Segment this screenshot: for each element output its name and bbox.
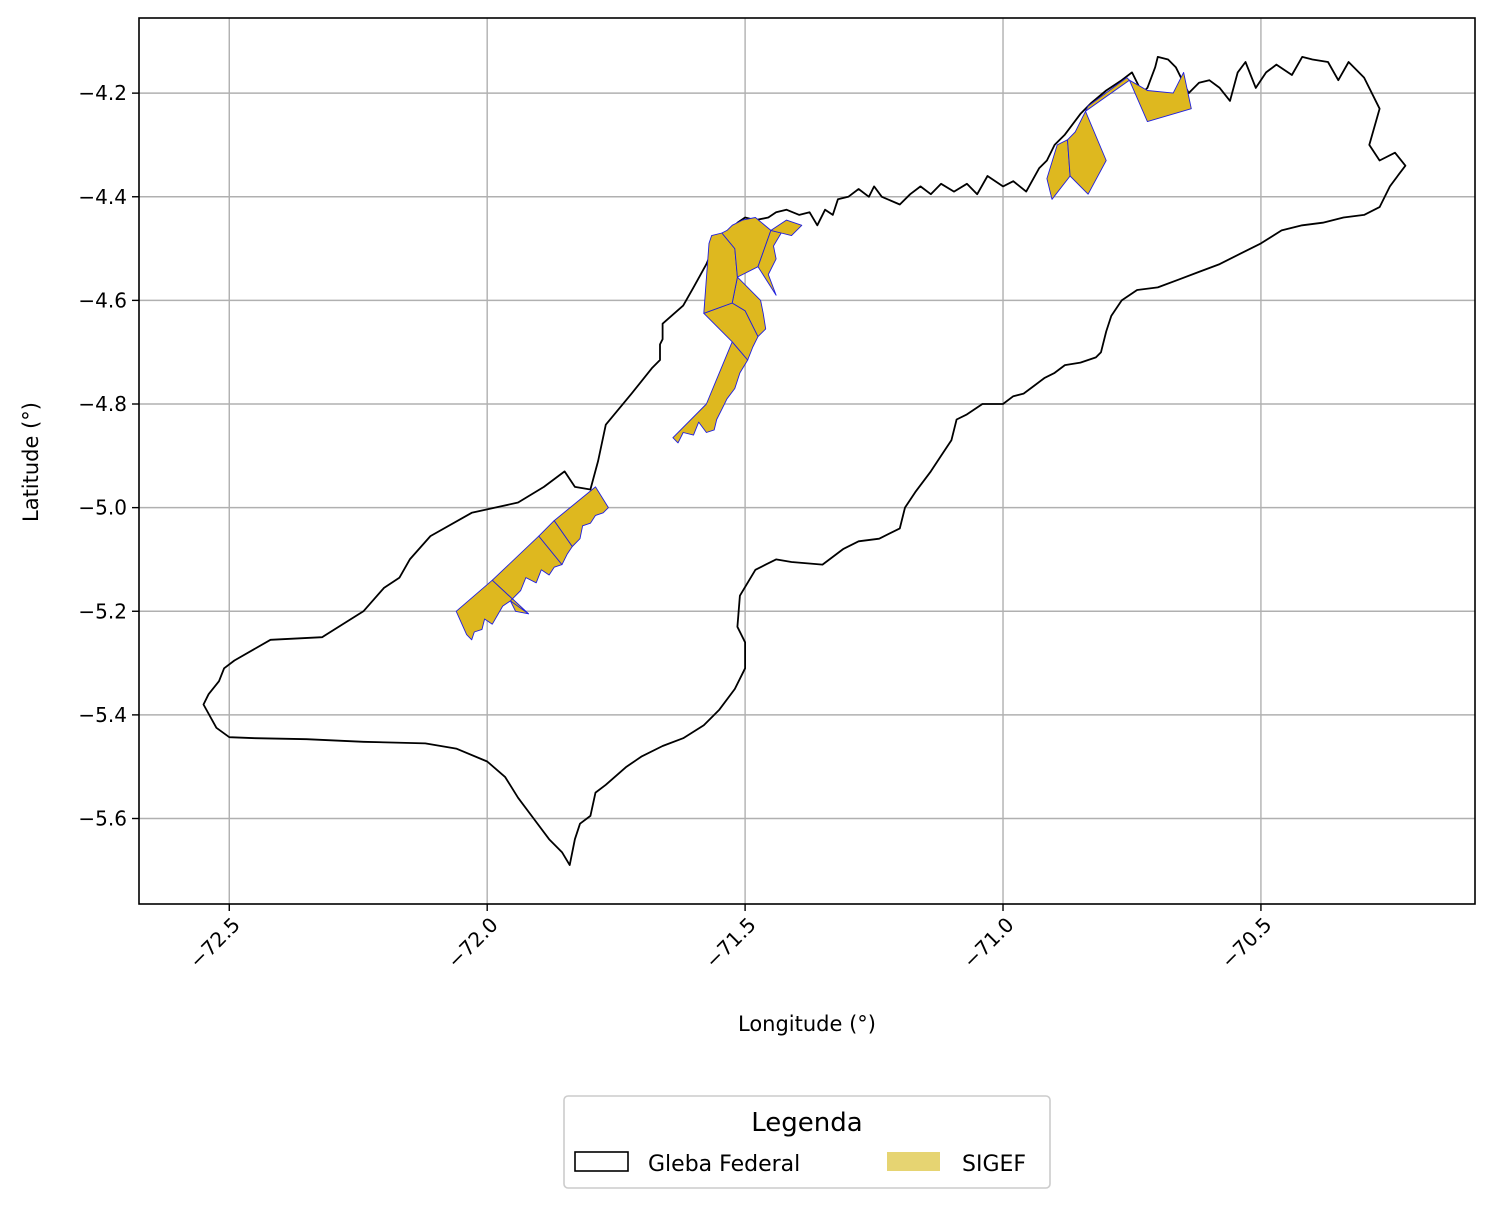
legend-title: Legenda bbox=[751, 1108, 862, 1138]
sigef-parcel-polygon bbox=[1128, 71, 1192, 123]
y-tick-label: −4.6 bbox=[78, 288, 127, 312]
y-axis-label: Latitude (°) bbox=[19, 402, 43, 522]
y-tick-label: −5.4 bbox=[78, 703, 127, 727]
sigef-parcel-polygon bbox=[1046, 139, 1071, 200]
y-tick-label: −4.2 bbox=[78, 81, 127, 105]
x-tick-label: −72.0 bbox=[442, 913, 502, 973]
sigef-layer bbox=[455, 71, 1192, 641]
y-tick-label: −5.0 bbox=[78, 496, 127, 520]
x-tick-label: −72.5 bbox=[184, 913, 244, 973]
gleba-federal-polygon bbox=[202, 56, 1407, 866]
y-tick-label: −4.4 bbox=[78, 185, 127, 209]
legend-swatch-sigef bbox=[887, 1152, 940, 1171]
x-tick-label: −71.0 bbox=[958, 913, 1018, 973]
sigef-parcel-polygon bbox=[770, 219, 803, 237]
legend-label-sigef: SIGEF bbox=[962, 1152, 1026, 1177]
sigef-parcel-polygon bbox=[553, 486, 609, 547]
sigef-parcel-polygon bbox=[721, 217, 772, 278]
x-tick-label: −71.5 bbox=[700, 913, 760, 973]
sigef-parcel-polygon bbox=[1067, 110, 1107, 195]
legend-swatch-gleba bbox=[574, 1151, 629, 1172]
y-tick-label: −4.8 bbox=[78, 392, 127, 416]
x-axis-label: Longitude (°) bbox=[738, 1012, 876, 1036]
legend: Legenda Gleba Federal SIGEF bbox=[563, 1095, 1051, 1189]
y-tick-label: −5.6 bbox=[78, 807, 127, 831]
plot-frame bbox=[138, 17, 1476, 905]
grid-lines bbox=[139, 18, 1475, 904]
sigef-parcel-polygon bbox=[1085, 77, 1130, 112]
x-tick-label: −70.5 bbox=[1216, 913, 1276, 973]
sigef-parcel-polygon bbox=[731, 276, 767, 338]
legend-label-gleba: Gleba Federal bbox=[648, 1152, 800, 1177]
y-axis-ticks: −4.2 −4.4 −4.6 −4.8 −5.0 −5.2 −5.4 −5.6 bbox=[78, 81, 139, 831]
sigef-parcel-polygon bbox=[672, 341, 749, 444]
gleba-federal-layer bbox=[202, 56, 1407, 866]
sigef-parcel-polygon bbox=[538, 520, 573, 566]
x-axis-ticks: −72.5 −72.0 −71.5 −71.0 −70.5 bbox=[184, 904, 1276, 973]
y-tick-label: −5.2 bbox=[78, 599, 127, 623]
